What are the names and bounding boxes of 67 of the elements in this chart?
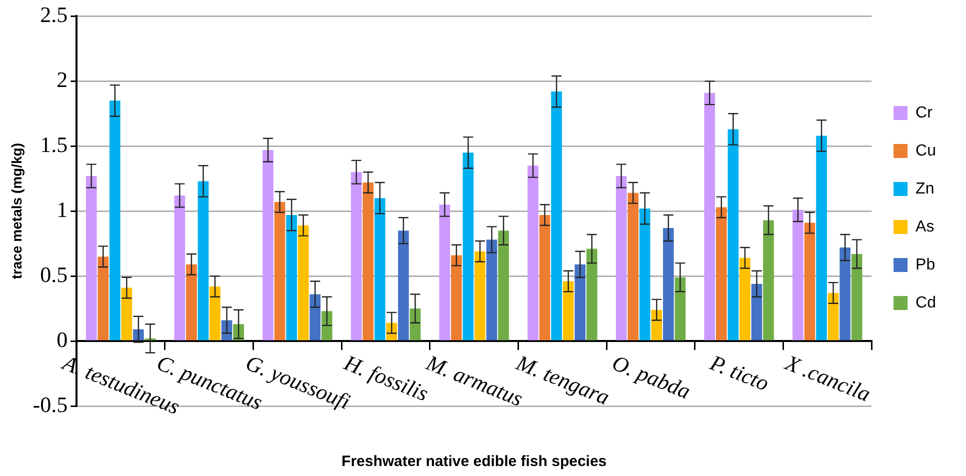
bar — [310, 294, 321, 340]
legend-label: Pb — [916, 256, 936, 274]
bar — [474, 251, 486, 340]
bar — [728, 129, 739, 340]
bar — [186, 264, 197, 340]
bar — [109, 100, 120, 340]
bar — [439, 204, 450, 340]
bar — [716, 207, 727, 340]
x-tick-label: O. pabda — [608, 350, 694, 404]
bar — [662, 228, 674, 340]
bar — [574, 264, 586, 340]
bar — [628, 192, 638, 340]
y-tick-label: 0 — [56, 326, 68, 352]
bar — [674, 277, 686, 340]
bar — [651, 310, 662, 340]
bar — [133, 329, 144, 340]
bar — [374, 198, 386, 340]
bar — [174, 196, 186, 340]
bar — [262, 150, 274, 340]
bar — [816, 136, 827, 340]
bar — [539, 215, 550, 340]
y-tick-label: 2 — [56, 66, 68, 92]
bar — [286, 215, 297, 340]
bar — [804, 222, 816, 340]
bar — [562, 281, 574, 340]
bar — [350, 172, 362, 340]
legend-label: Cd — [916, 294, 936, 312]
legend-label: Zn — [916, 180, 934, 198]
bar — [362, 182, 374, 340]
bar — [498, 230, 509, 340]
bar — [486, 240, 498, 340]
bar — [274, 202, 286, 340]
bar — [398, 230, 409, 340]
bar — [121, 288, 132, 340]
bar — [763, 220, 774, 340]
x-tick-label: P. ticto — [706, 349, 773, 396]
legend-label: Cu — [916, 142, 936, 160]
y-tick-label: 2.5 — [40, 2, 68, 27]
bar — [639, 208, 650, 340]
bar — [210, 286, 220, 340]
bar — [586, 248, 598, 340]
y-tick-label: -0.5 — [32, 392, 68, 417]
bar — [616, 176, 627, 340]
legend-label: As — [916, 218, 934, 236]
bar — [321, 311, 332, 340]
y-tick-label: 1.5 — [40, 132, 68, 157]
bar — [851, 254, 862, 340]
legend-label: Cr — [916, 104, 934, 122]
bar — [751, 284, 762, 340]
bar — [198, 181, 209, 340]
y-tick-label: 1 — [56, 196, 68, 222]
bar — [828, 292, 839, 340]
bar — [551, 92, 562, 340]
x-axis-title: Freshwater native edible fish species — [342, 453, 607, 470]
bar — [462, 152, 474, 340]
bar — [792, 210, 804, 340]
bar — [840, 247, 850, 340]
bar — [704, 92, 716, 340]
x-tick-label: X .cancila — [781, 349, 874, 406]
bar — [298, 225, 309, 340]
bar — [528, 166, 538, 340]
bar — [86, 176, 97, 340]
y-axis-title: trace metals (mg/kg) — [8, 143, 24, 280]
y-tick-label: 0.5 — [40, 262, 68, 287]
bar — [740, 258, 750, 340]
bar — [451, 255, 462, 340]
bar — [98, 256, 109, 340]
